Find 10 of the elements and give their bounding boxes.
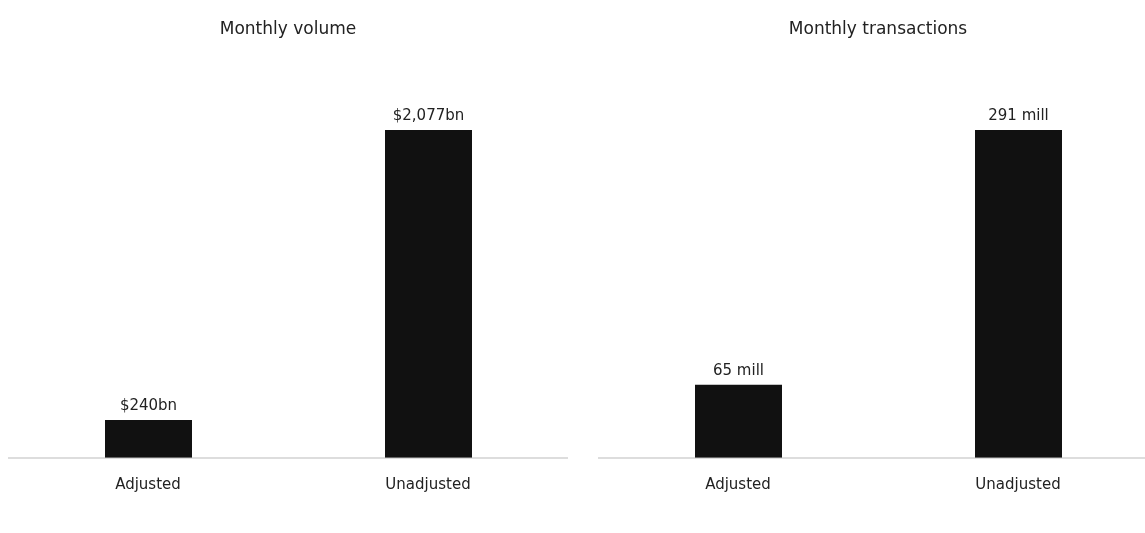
data-label: $2,077bn [392,106,465,124]
data-label: 291 mill [988,106,1049,124]
data-label: $240bn [119,396,178,415]
x-tick-label: Adjusted [705,474,771,493]
data-label: 65 mill [713,360,764,379]
chart-title: Monthly volume [218,17,358,40]
chart-title: Monthly transactions [787,17,969,40]
x-tick-label: Adjusted [115,474,181,493]
x-tick-label: Unadjusted [385,474,471,493]
x-tick-label: Unadjusted [975,474,1061,493]
